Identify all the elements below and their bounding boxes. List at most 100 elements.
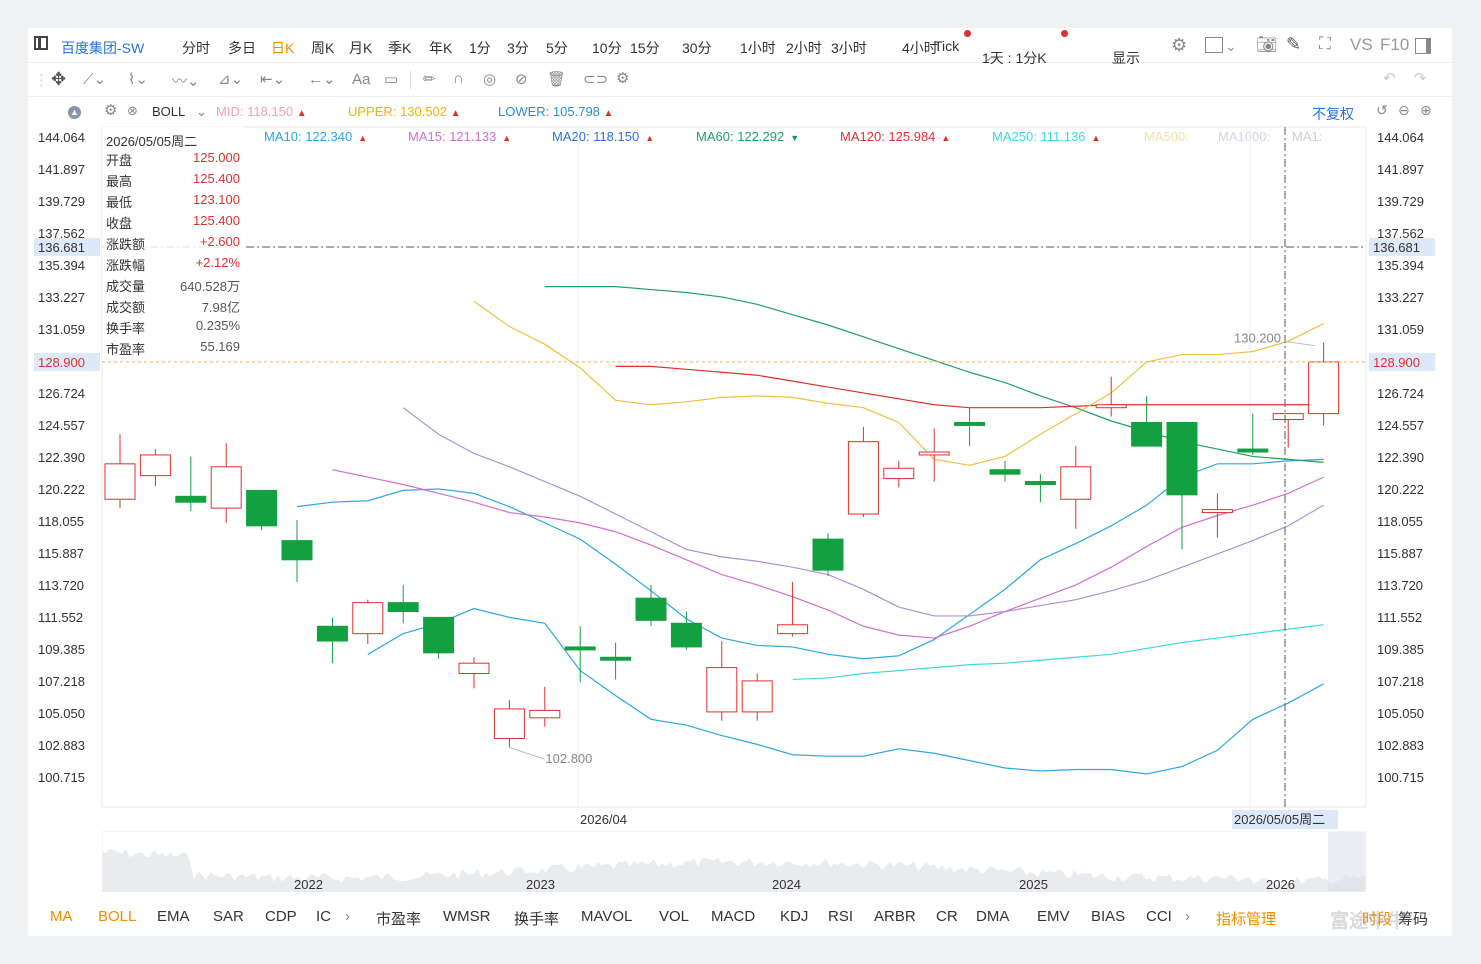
period-tab-14[interactable]: 2小时 [786,40,822,56]
magnet-icon[interactable]: ∩ [453,70,464,87]
candle[interactable] [281,519,313,582]
period-tab-17[interactable]: Tick [934,38,960,54]
indicator-tab-boll[interactable]: BOLL [98,908,137,925]
indicator-manage-button[interactable]: 指标管理 [1216,911,1277,928]
ma-legend-item-5[interactable]: MA250: 111.136 ▲ [992,129,1101,144]
ma-legend-item-8[interactable]: MA1: [1292,129,1323,144]
indicator-tab-macd[interactable]: MACD [711,908,756,925]
candle[interactable] [847,426,879,517]
wave-tool-icon[interactable]: 〰⌄ [172,73,200,90]
stock-name[interactable]: 百度集团-SW [61,40,145,56]
link-icon[interactable]: ⊂⊃ [583,71,609,88]
candle[interactable] [954,407,986,447]
candle[interactable] [918,428,950,482]
candle[interactable] [387,584,419,624]
candle[interactable] [1166,421,1198,550]
candle[interactable] [1308,342,1340,426]
vs-button[interactable]: VS [1350,35,1373,54]
indicator-tab-mavol[interactable]: MAVOL [581,908,633,925]
ma-legend-item-1[interactable]: MA15: 121.133 ▲ [408,129,512,144]
period-tab-10[interactable]: 10分 [592,40,622,56]
indicator-tab-kdj[interactable]: KDJ [780,908,809,925]
pen-icon[interactable]: ✎ [1286,34,1302,54]
period-tab-3[interactable]: 周K [311,40,335,56]
note-icon[interactable]: ▭ [384,71,399,88]
chips-button[interactable]: 筹码 [1398,911,1429,928]
candle[interactable] [529,686,561,727]
pencil-icon[interactable]: ✏ [423,71,436,88]
boll-collapse-icon[interactable]: ▲ [68,106,81,119]
eye-icon[interactable]: ◎ [483,71,497,88]
candle[interactable] [1201,493,1233,538]
boll-dropdown-icon[interactable]: ⌄ [196,104,207,119]
price-chart[interactable]: 144.064 144.064 141.897 141.897 139.729 139.7… [28,28,1452,936]
period-tab-9[interactable]: 5分 [546,40,568,56]
zoom-out-icon[interactable]: ⊖ [1398,102,1410,118]
tabs-divider-icon[interactable]: › [345,908,350,925]
overview-navigator[interactable]: 2022 2023 2024 2025 2026 [102,831,1366,892]
period-tab-8[interactable]: 3分 [507,40,529,56]
indicator-tab-sar[interactable]: SAR [213,908,244,925]
tabs-scroll-right-icon[interactable]: › [1185,908,1190,925]
indicator-tab-市盈率[interactable]: 市盈率 [376,911,422,928]
indicator-tab-bias[interactable]: BIAS [1091,908,1126,925]
candle[interactable] [1131,395,1163,447]
camera-icon[interactable]: 📷︎ [1256,35,1278,54]
candle[interactable] [1060,446,1092,529]
period-tab-5[interactable]: 季K [388,40,412,56]
ma-legend-item-0[interactable]: MA10: 122.340 ▲ [264,129,368,144]
drag-handle-icon[interactable]: ⋮ [34,72,49,89]
candle[interactable] [493,700,525,748]
candle[interactable] [246,489,278,531]
ma-legend-item-2[interactable]: MA20: 118.150 ▲ [552,129,655,144]
ma-legend-item-7[interactable]: MA1000: [1218,129,1271,144]
period-tab-0[interactable]: 分时 [182,40,210,56]
candle[interactable] [316,617,348,664]
text-tool[interactable]: Aa [352,71,371,88]
candle[interactable] [1095,376,1127,417]
boll-close-icon[interactable]: ⊗ [127,103,138,118]
candle[interactable] [883,460,915,488]
candle[interactable] [175,456,207,512]
period-tab-2[interactable]: 日K [271,40,295,56]
price-adjust-toggle[interactable]: 不复权 [1312,106,1354,122]
candle[interactable] [564,626,596,683]
chevron-down-icon[interactable]: ⌄ [1225,38,1237,54]
undo-icon[interactable]: ↶ [1383,70,1396,87]
period-tab-1[interactable]: 多日 [228,40,256,56]
hide-icon[interactable]: ⊘ [515,71,528,88]
indicator-tab-cdp[interactable]: CDP [265,908,297,925]
indicator-tab-dma[interactable]: DMA [976,908,1010,925]
period-tab-4[interactable]: 月K [349,40,373,56]
candle[interactable] [139,449,171,486]
indicator-tab-ic[interactable]: IC [316,908,331,925]
candle[interactable] [1024,474,1056,503]
reset-icon[interactable]: ↺ [1376,102,1388,118]
candle[interactable] [1237,413,1269,455]
period-tab-13[interactable]: 1小时 [740,40,776,56]
indicator-tab-cci[interactable]: CCI [1146,908,1172,925]
candle[interactable] [812,533,844,577]
period-tab-16[interactable]: 4小时 [902,40,938,56]
polyline-tool-icon[interactable]: ⌇⌄ [128,71,148,88]
indicator-tab-vol[interactable]: VOL [659,908,690,925]
zoom-in-icon[interactable]: ⊕ [1420,102,1432,118]
indicator-tab-换手率[interactable]: 换手率 [514,911,560,928]
period-tab-7[interactable]: 1分 [469,40,491,56]
ma-legend-item-6[interactable]: MA500: [1144,129,1189,144]
period-tab-12[interactable]: 30分 [682,40,712,56]
candle[interactable] [989,460,1021,482]
overview-window[interactable] [1328,832,1365,891]
layout-toggle-icon[interactable] [34,36,48,50]
period-tab-11[interactable]: 15分 [630,40,660,56]
drawing-settings-icon[interactable]: ⚙ [616,70,630,87]
candle[interactable] [458,657,490,689]
f10-button[interactable]: F10 [1380,35,1410,54]
boll-settings-icon[interactable]: ⚙ [104,102,118,119]
candle[interactable] [210,443,242,523]
boll-name[interactable]: BOLL [152,104,186,119]
trash-icon[interactable]: 🗑︎ [547,71,567,88]
ma-legend-item-3[interactable]: MA60: 122.292 ▼ [696,129,800,144]
candle[interactable] [670,611,702,650]
indicator-tab-ema[interactable]: EMA [157,908,190,925]
